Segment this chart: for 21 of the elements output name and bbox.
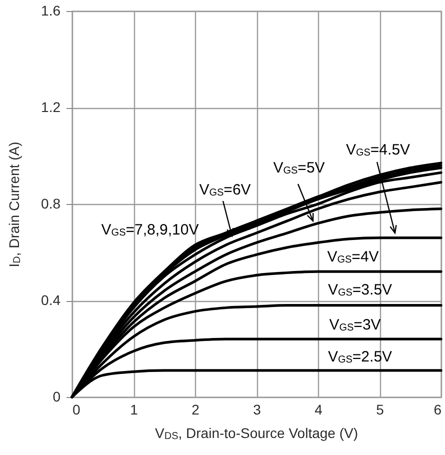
x-tick-label: 2 — [192, 402, 200, 418]
x-tick-label: 4 — [314, 402, 323, 418]
annotation: V$_{GS}$=3.5V — [328, 282, 392, 298]
y-tick-label: 0.8 — [41, 196, 61, 212]
x-tick-label: 6 — [434, 402, 442, 418]
x-tick-label: 1 — [130, 402, 138, 418]
x-axis-title: V$_{DS}$, Drain-to-Source Voltage (V) — [155, 425, 358, 442]
annotation: V$_{GS}$=6V — [199, 182, 251, 198]
annotation: V$_{GS}$=7,8,9,10V — [101, 222, 199, 238]
x-tick-label: 0 — [72, 402, 80, 418]
x-tick-label: 3 — [253, 402, 262, 418]
y-tick-label: 0.4 — [41, 292, 61, 308]
y-tick-label: 1.2 — [41, 99, 61, 115]
x-tick-label: 5 — [376, 402, 384, 418]
y-tick-label: 1.6 — [41, 2, 61, 18]
annotation: V$_{GS}$=5V — [273, 160, 325, 176]
y-tick-label: 0 — [52, 388, 61, 404]
annotation: V$_{GS}$=4.5V — [346, 142, 410, 158]
annotation: V$_{GS}$=2.5V — [328, 348, 392, 366]
annotation: V$_{GS}$=3V — [329, 316, 381, 334]
annotation: V$_{GS}$=4V — [327, 248, 379, 266]
